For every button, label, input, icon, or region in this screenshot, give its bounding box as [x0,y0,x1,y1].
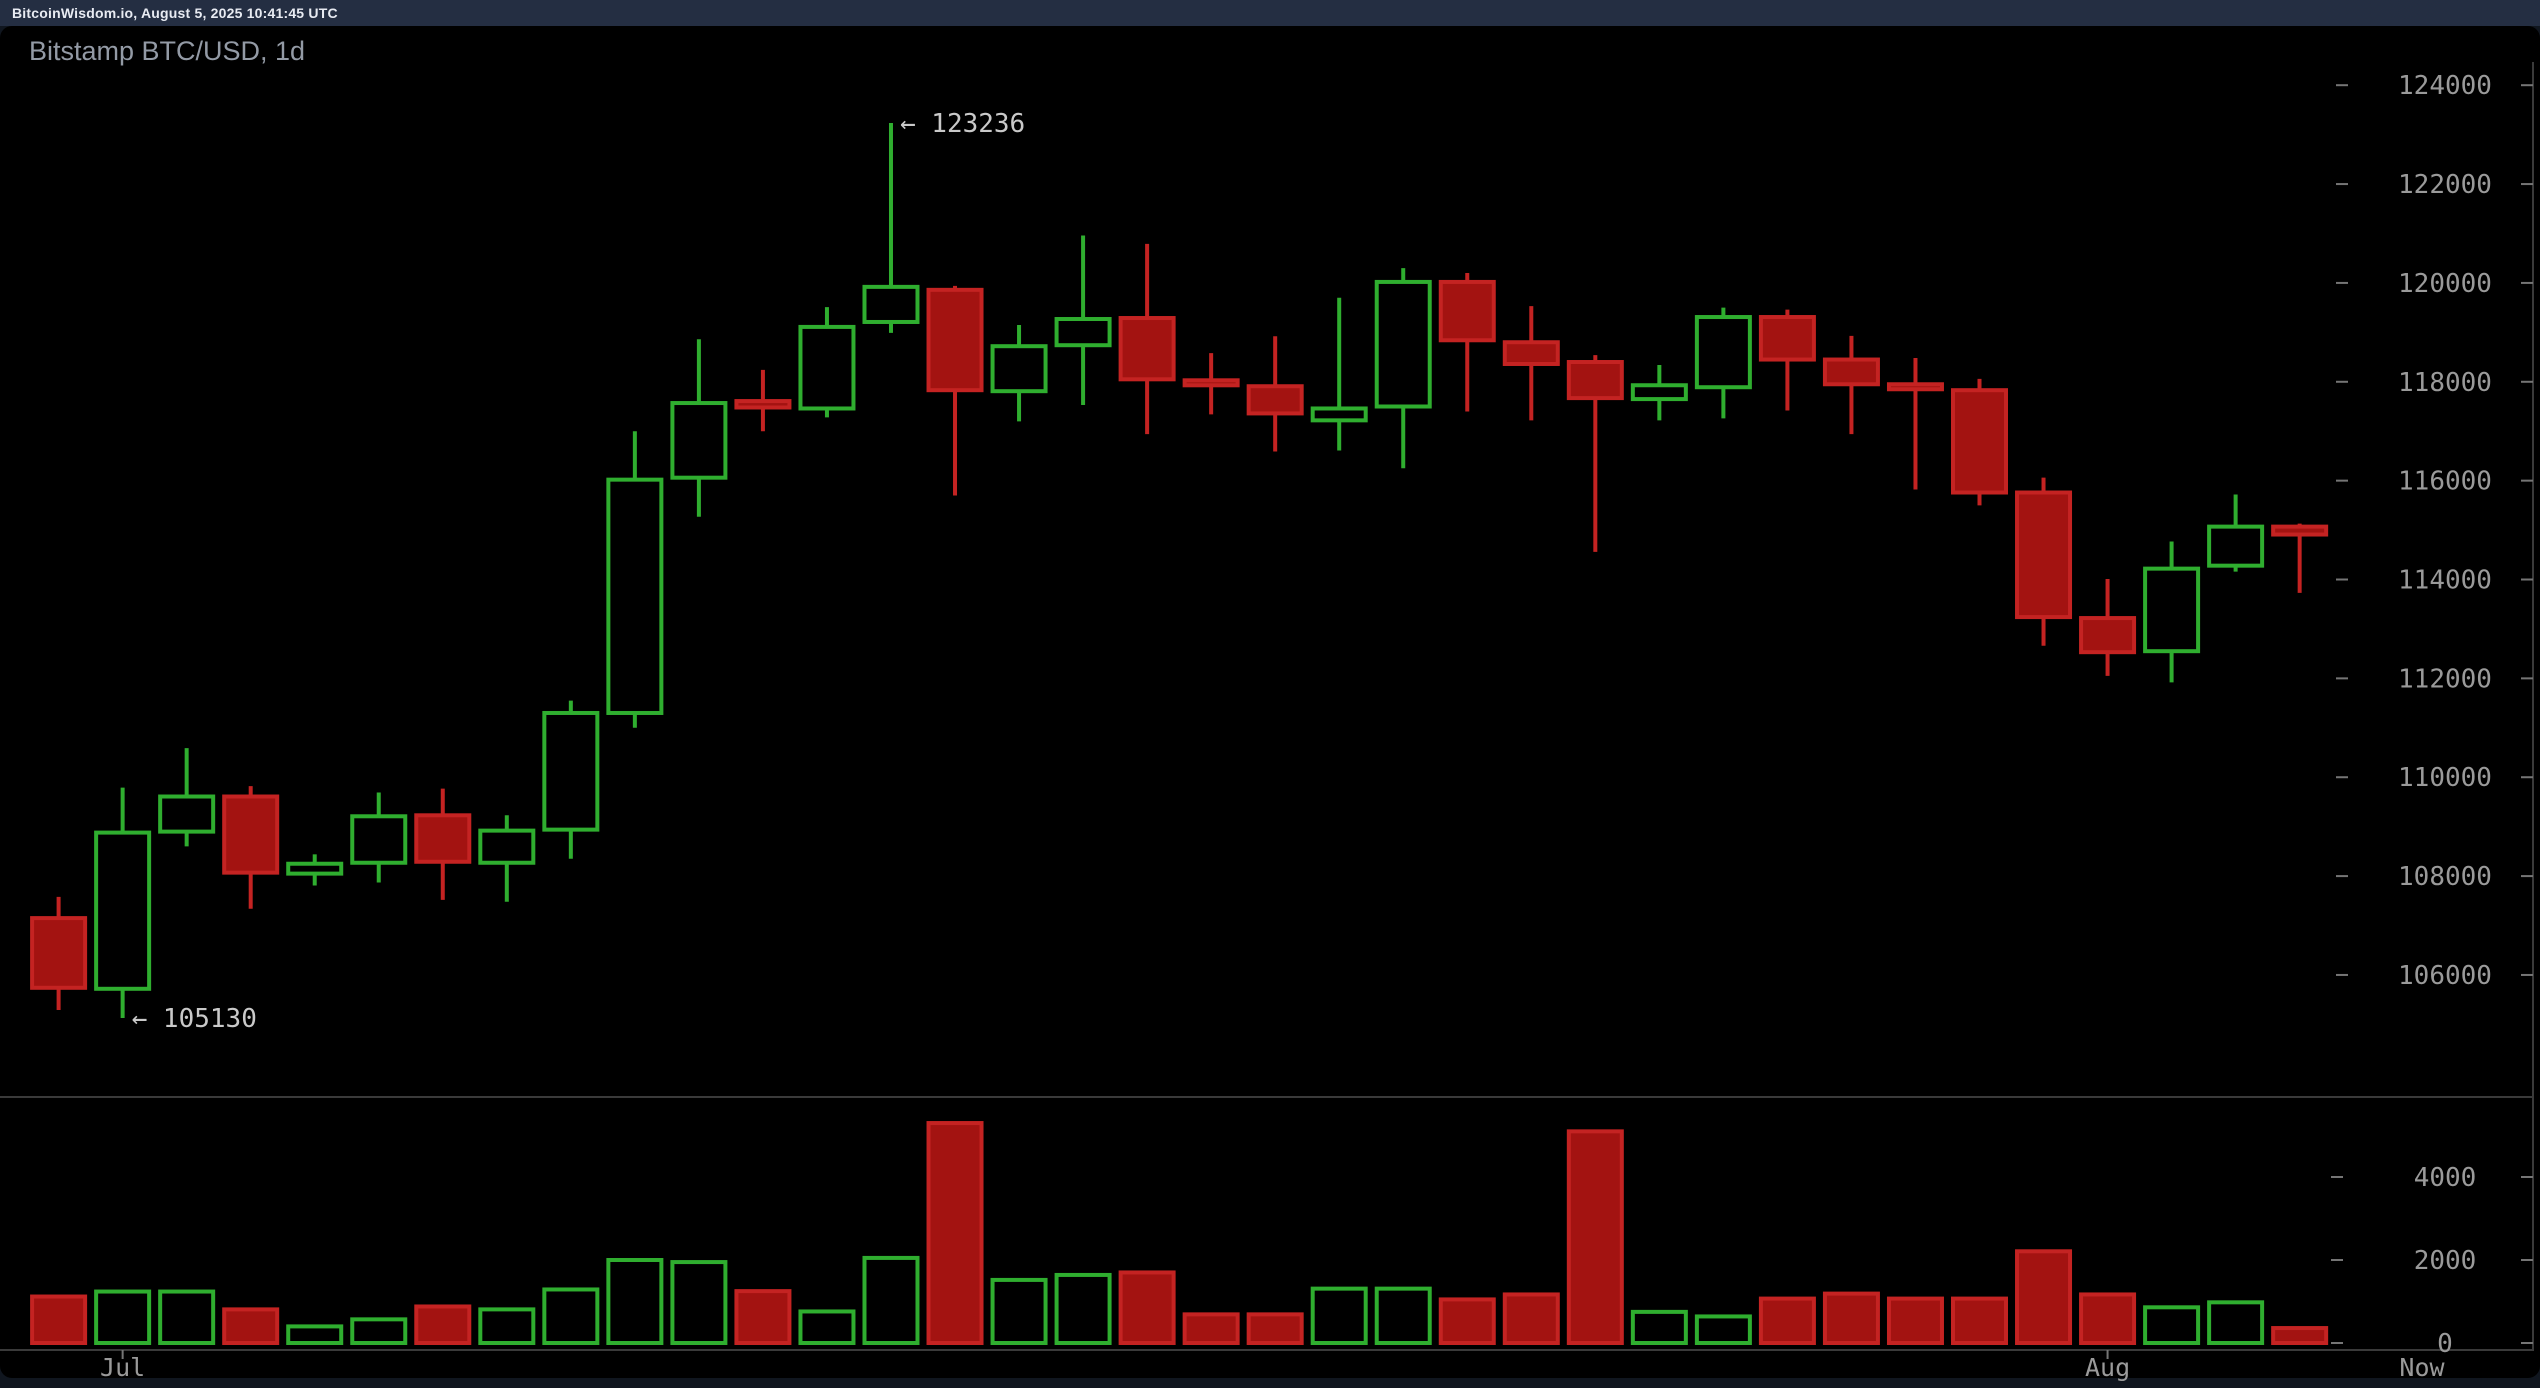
volume-bar-down [1886,1296,1944,1345]
volume-bar-down [1951,1296,2008,1345]
candle-body-up [990,344,1048,394]
volume-bar-up [542,1287,600,1345]
volume-bar-up [94,1289,152,1346]
candle-body-down [1438,279,1496,343]
volume-bar-up [670,1260,728,1345]
candle-body-up [606,477,664,715]
price-axis-label: 106000 [2398,961,2492,991]
candle-body-up [286,861,344,876]
candle-body-up [798,324,856,411]
volume-bar-down [1246,1312,1304,1345]
candle-body-down [2015,490,2073,620]
volume-bar-up [1310,1286,1368,1346]
candle-body-down [1758,315,1816,362]
price-axis-label: 112000 [2398,664,2492,694]
candle-body-down [414,813,472,864]
candle-body-down [30,916,88,990]
candle-body-down [1951,388,2008,495]
candle-body-up [1310,406,1368,423]
candle-body-down [1246,384,1304,416]
volume-axis-label: 4000 [2414,1163,2477,1193]
price-axis-label: 124000 [2398,71,2492,101]
volume-bar-up [1630,1309,1688,1345]
volume-bar-down [2079,1292,2137,1345]
volume-bar-up [798,1309,856,1345]
volume-bar-up [1694,1314,1752,1345]
candle-body-down [2271,524,2329,537]
volume-bar-up [478,1307,536,1346]
candle-body-up [2207,524,2265,568]
candle-body-down [734,399,792,410]
volume-bar-down [2015,1249,2073,1346]
volume-bar-up [862,1255,920,1346]
chart-title: Bitstamp BTC/USD, 1d [29,36,306,66]
volume-bar-down [1502,1292,1560,1345]
candle-body-down [2079,616,2137,655]
volume-bar-up [1374,1286,1432,1346]
volume-bar-down [1758,1296,1816,1345]
volume-bar-up [1054,1272,1112,1345]
candle-body-down [1502,340,1560,366]
volume-bar-down [734,1289,792,1345]
volume-axis-label: 0 [2437,1329,2453,1359]
volume-bar-down [1822,1291,1880,1345]
candle-body-up [1694,315,1752,390]
high-price-annotation: ← 123236 [900,109,1025,139]
volume-bar-down [1118,1270,1176,1345]
candle-body-down [222,794,280,875]
price-axis-label: 114000 [2398,566,2492,596]
candle-body-up [1630,383,1688,402]
volume-bar-up [158,1289,216,1346]
price-axis-label: 108000 [2398,862,2492,892]
volume-bar-down [1182,1312,1240,1345]
time-axis-label-jul: Jul [100,1353,145,1382]
chart-panel [0,26,2540,1378]
price-axis-label: 116000 [2398,467,2492,497]
candle-body-down [1182,378,1240,388]
volume-bar-up [350,1317,408,1345]
candle-body-up [158,794,216,834]
site-and-clock-label: BitcoinWisdom.io, August 5, 2025 10:41:4… [12,5,338,21]
volume-axis-label: 2000 [2414,1246,2477,1276]
candle-body-up [478,828,536,865]
volume-bar-up [2143,1305,2201,1346]
time-axis-label-now: Now [2399,1353,2445,1382]
candle-body-down [926,287,984,393]
price-axis-label: 118000 [2398,368,2492,398]
volume-bar-down [414,1304,472,1345]
candle-body-up [94,830,152,991]
candle-body-up [350,814,408,865]
volume-bar-up [990,1277,1048,1346]
price-axis-label: 122000 [2398,170,2492,200]
candle-body-up [542,710,600,832]
volume-bar-up [2207,1300,2265,1345]
volume-bar-down [1566,1129,1624,1345]
candle-body-down [1566,360,1624,401]
candle-body-up [1054,317,1112,348]
price-axis-label: 110000 [2398,763,2492,793]
volume-bar-down [2271,1326,2329,1346]
candle-body-down [1822,357,1880,387]
volume-bar-up [286,1324,344,1346]
volume-bar-down [30,1294,88,1346]
candle-body-up [670,401,728,480]
volume-bar-down [1438,1297,1496,1346]
volume-bar-down [926,1121,984,1346]
candle-body-up [1374,279,1432,409]
volume-bar-up [606,1258,664,1345]
candle-body-down [1886,382,1944,392]
price-axis-label: 120000 [2398,269,2492,299]
top-status-bar: BitcoinWisdom.io, August 5, 2025 10:41:4… [0,0,2540,26]
candle-body-up [862,284,920,324]
time-axis-label-aug: Aug [2085,1353,2130,1382]
low-price-annotation: ← 105130 [132,1004,257,1034]
candle-body-down [1118,316,1176,382]
candle-body-up [2143,566,2201,654]
volume-bar-down [222,1307,280,1346]
